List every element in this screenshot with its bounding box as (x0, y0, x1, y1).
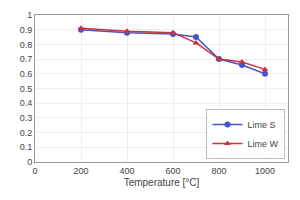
svg-text:0: 0 (27, 157, 32, 167)
svg-text:Temperature [°C]: Temperature [°C] (124, 177, 200, 188)
svg-text:400: 400 (119, 166, 134, 176)
svg-text:0.2: 0.2 (20, 128, 33, 138)
svg-text:0.1: 0.1 (20, 142, 33, 152)
svg-text:0.8: 0.8 (20, 40, 33, 50)
svg-text:800: 800 (211, 166, 226, 176)
svg-text:1: 1 (27, 10, 32, 20)
svg-text:Lime W: Lime W (247, 139, 278, 149)
svg-text:0.7: 0.7 (20, 54, 33, 64)
svg-text:1000: 1000 (255, 166, 275, 176)
svg-text:0.5: 0.5 (20, 84, 33, 94)
svg-text:Lime S: Lime S (247, 120, 275, 130)
svg-text:0.3: 0.3 (20, 113, 33, 123)
svg-text:0.6: 0.6 (20, 69, 33, 79)
svg-text:0: 0 (32, 166, 37, 176)
svg-text:600: 600 (165, 166, 180, 176)
svg-text:200: 200 (73, 166, 88, 176)
svg-text:0.9: 0.9 (20, 25, 33, 35)
svg-text:0.4: 0.4 (20, 98, 33, 108)
